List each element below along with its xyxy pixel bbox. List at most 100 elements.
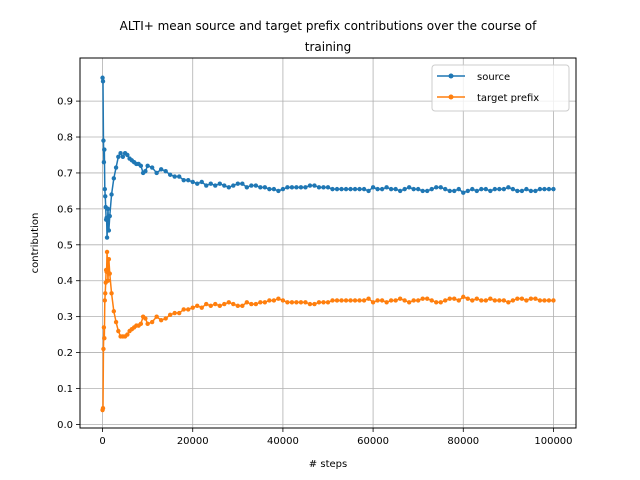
data-point-target-prefix [443,298,448,303]
data-point-target-prefix [411,298,416,303]
data-point-target-prefix [102,335,107,341]
data-point-source [244,185,250,190]
data-point-source [267,186,272,192]
data-point-source [213,183,218,188]
data-point-source [379,186,385,192]
data-point-source [474,188,479,194]
data-point-target-prefix [177,310,182,316]
data-point-target-prefix [101,325,107,330]
data-point-target-prefix [244,300,250,305]
data-point-source [276,188,281,194]
x-axis-label: # steps [309,459,347,470]
data-point-source [506,185,511,190]
data-point-target-prefix [497,298,502,303]
data-point-target-prefix [102,298,108,303]
data-point-source [343,186,349,192]
data-point-source [470,186,475,192]
y-tick-label: 0.9 [57,97,73,108]
data-point-target-prefix [519,296,525,301]
y-axis: 0.0 0.1 0.2 0.3 0.4 0.5 0.6 0.7 0.8 0.9 [57,97,80,431]
data-point-source [465,188,470,194]
data-point-source [235,181,241,186]
data-point-source [443,186,448,192]
data-point-target-prefix [104,249,110,255]
data-point-source [429,186,434,192]
data-point-source [397,188,403,194]
x-tick-label: 60000 [357,436,389,447]
data-point-source [321,185,326,190]
data-point-source [154,170,159,176]
data-point-target-prefix [163,316,168,321]
data-point-target-prefix [145,321,150,327]
data-point-target-prefix [204,301,209,307]
data-point-source [289,185,295,190]
data-point-target-prefix [452,296,457,301]
data-point-source [415,186,421,192]
data-point-target-prefix [470,298,475,303]
data-point-source [447,188,452,194]
y-tick-label: 0.7 [57,168,73,179]
data-point-source [294,185,299,190]
data-point-source [375,186,380,192]
legend-marker-source [448,73,454,79]
data-point-target-prefix [348,298,353,303]
data-point-target-prefix [474,296,479,301]
data-point-source [120,154,126,159]
data-point-target-prefix [125,332,130,337]
y-tick-label: 0.0 [57,420,73,431]
data-point-source [107,213,112,219]
data-point-target-prefix [249,301,254,307]
data-point-target-prefix [231,301,236,307]
data-point-target-prefix [253,301,259,307]
data-point-target-prefix [199,305,204,310]
data-point-source [420,188,425,194]
data-point-target-prefix [524,298,529,303]
data-point-target-prefix [100,406,106,411]
data-point-target-prefix [307,301,313,307]
data-point-target-prefix [186,307,191,312]
data-point-target-prefix [397,296,403,301]
data-point-target-prefix [217,303,222,309]
chart-title-line-1: ALTI+ mean source and target prefix cont… [120,19,537,33]
data-point-source [352,186,358,192]
data-point-source [546,186,552,192]
data-point-target-prefix [402,298,407,303]
data-point-target-prefix [267,298,272,303]
data-point-source [258,185,263,190]
data-point-target-prefix [149,319,155,325]
data-point-source [167,172,173,177]
data-point-target-prefix [103,291,108,296]
data-point-source [143,168,148,174]
data-point-source [113,165,119,170]
data-point-source [186,177,191,183]
data-point-target-prefix [488,296,493,301]
data-point-target-prefix [109,291,114,296]
grid [80,58,576,428]
data-point-source [524,186,529,192]
data-point-source [101,159,107,165]
data-point-target-prefix [542,298,547,303]
plot-frame [79,57,577,429]
data-point-source [384,185,389,190]
data-point-source [149,165,155,170]
data-point-source [357,186,362,192]
data-point-source [145,163,150,168]
data-point-target-prefix [289,300,295,305]
data-point-target-prefix [429,298,434,303]
data-point-target-prefix [510,298,516,303]
data-point-target-prefix [195,303,200,309]
data-point-target-prefix [213,301,218,307]
data-point-source [240,181,245,186]
data-point-target-prefix [167,312,173,318]
data-point-source [528,188,534,194]
data-point-target-prefix [551,298,556,303]
data-point-source [537,186,543,192]
data-point-source [515,188,520,194]
data-point-target-prefix [528,296,534,301]
data-point-target-prefix [506,300,511,305]
data-point-source [334,186,340,192]
data-point-target-prefix [190,305,195,310]
data-point-target-prefix [154,314,159,319]
data-point-source [402,186,407,192]
data-point-source [285,185,290,190]
